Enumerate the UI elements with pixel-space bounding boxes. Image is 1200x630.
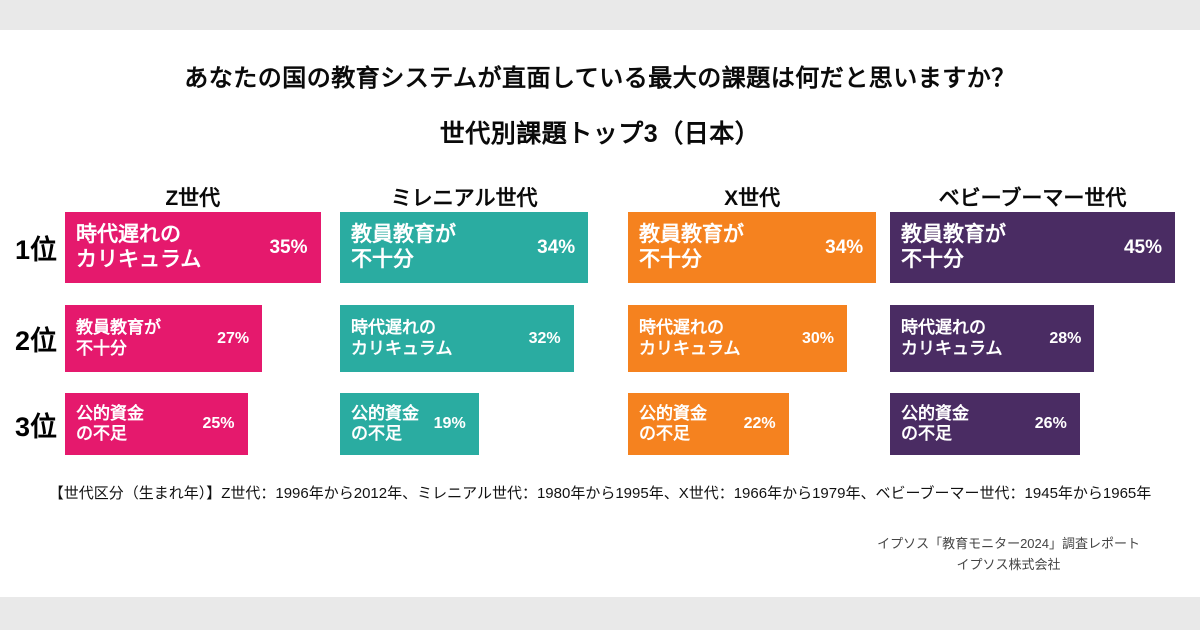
generation-header-boomer: ベビーブーマー世代 bbox=[938, 187, 1127, 210]
bar-millennial-rank3: 公的資金 の不足 19% bbox=[340, 393, 479, 455]
bar-label: 教員教育が 不十分 bbox=[76, 318, 161, 358]
bar-value: 27% bbox=[217, 329, 250, 347]
bar-boomer-rank3: 公的資金 の不足 26% bbox=[890, 393, 1080, 455]
bar-genz-rank2: 教員教育が 不十分 27% bbox=[65, 305, 263, 372]
bar-label: 公的資金 の不足 bbox=[901, 403, 969, 443]
bar-label: 教員教育が 不十分 bbox=[351, 222, 456, 271]
bar-label: 公的資金 の不足 bbox=[351, 403, 419, 443]
bar-value: 34% bbox=[537, 236, 576, 258]
bar-value: 25% bbox=[202, 415, 235, 432]
bar-value: 32% bbox=[528, 329, 561, 347]
bar-value: 45% bbox=[1123, 236, 1162, 258]
bar-boomer-rank2: 時代遅れの カリキュラム 28% bbox=[890, 305, 1095, 372]
rank-label-3: 3位 bbox=[14, 411, 58, 442]
bar-millennial-rank2: 時代遅れの カリキュラム 32% bbox=[340, 305, 574, 372]
bar-genz-rank1: 時代遅れの カリキュラム 35% bbox=[65, 212, 321, 283]
bar-millennial-rank1: 教員教育が 不十分 34% bbox=[340, 212, 589, 283]
source-credit: イプソス「教育モニター2024」調査レポート イプソス株式会社 bbox=[877, 534, 1140, 576]
bar-genz-rank3: 公的資金 の不足 25% bbox=[65, 393, 248, 455]
bar-label: 時代遅れの カリキュラム bbox=[901, 318, 1003, 358]
generation-header-millennial: ミレニアル世代 bbox=[390, 187, 538, 210]
bar-value: 19% bbox=[433, 415, 466, 432]
bar-genx-rank2: 時代遅れの カリキュラム 30% bbox=[628, 305, 847, 372]
rank-label-1: 1位 bbox=[14, 235, 58, 265]
bar-label: 時代遅れの カリキュラム bbox=[351, 318, 453, 358]
chart-subtitle: 世代別課題トップ3（日本） bbox=[439, 120, 761, 148]
chart-title: あなたの国の教育システムが直面している最大の課題は何だと思いますか？ bbox=[184, 65, 1016, 92]
bar-value: 26% bbox=[1034, 415, 1067, 432]
bar-label: 時代遅れの カリキュラム bbox=[639, 318, 741, 358]
bar-value: 34% bbox=[825, 236, 864, 258]
rank-label-2: 2位 bbox=[14, 326, 58, 356]
bar-label: 公的資金 の不足 bbox=[76, 403, 144, 443]
bar-value: 35% bbox=[269, 236, 308, 258]
bar-value: 28% bbox=[1049, 329, 1082, 347]
bar-genx-rank3: 公的資金 の不足 22% bbox=[628, 393, 789, 455]
generation-header-genx: X世代 bbox=[724, 187, 781, 210]
bar-boomer-rank1: 教員教育が 不十分 45% bbox=[890, 212, 1175, 283]
bar-label: 時代遅れの カリキュラム bbox=[76, 222, 202, 271]
bar-label: 公的資金 の不足 bbox=[639, 403, 707, 443]
bar-label: 教員教育が 不十分 bbox=[901, 222, 1006, 271]
source-line-2: イプソス株式会社 bbox=[956, 556, 1061, 572]
source-line-1: イプソス「教育モニター2024」調査レポート bbox=[877, 536, 1140, 551]
bar-genx-rank1: 教員教育が 不十分 34% bbox=[628, 212, 877, 283]
bar-label: 教員教育が 不十分 bbox=[639, 222, 744, 271]
generation-definition-note: 【世代区分（生まれ年）】Z世代：1996年から2012年、ミレニアル世代：198… bbox=[48, 485, 1152, 502]
bar-value: 22% bbox=[743, 415, 776, 432]
content-panel: あなたの国の教育システムが直面している最大の課題は何だと思いますか？ 世代別課題… bbox=[0, 30, 1200, 597]
bar-value: 30% bbox=[801, 329, 834, 347]
generation-header-genz: Z世代 bbox=[165, 187, 221, 210]
